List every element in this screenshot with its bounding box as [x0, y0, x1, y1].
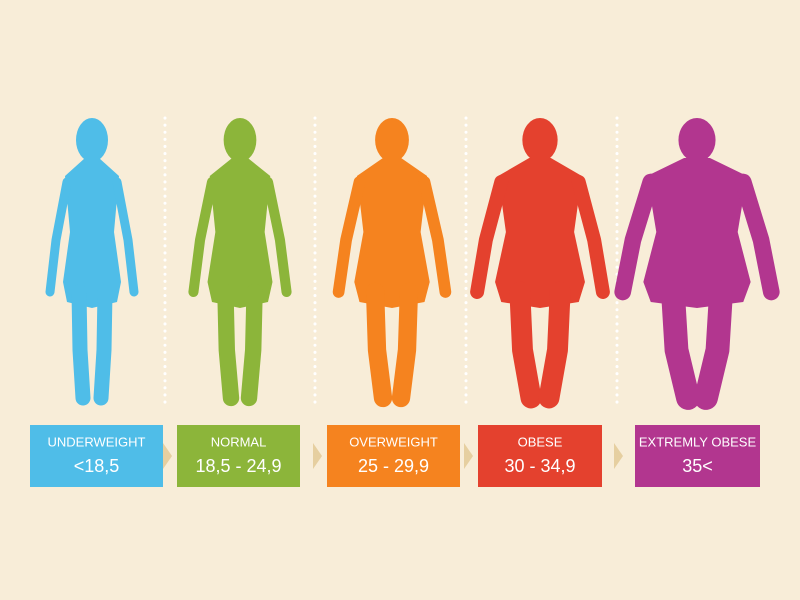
category-box — [30, 425, 163, 487]
head — [76, 118, 108, 162]
silhouette — [470, 118, 610, 409]
leg — [661, 280, 700, 410]
head — [678, 118, 716, 162]
silhouette — [45, 118, 139, 406]
arm — [614, 173, 660, 301]
arm — [332, 176, 366, 298]
leg — [391, 282, 419, 408]
arm — [188, 176, 218, 298]
category-box — [177, 425, 300, 487]
leg — [365, 282, 393, 408]
arrows — [163, 443, 623, 469]
bmi-range: 25 - 29,9 — [358, 456, 429, 476]
silhouette — [332, 118, 452, 408]
category-label: UNDERWEIGHT — [48, 434, 146, 449]
silhouette — [188, 118, 292, 407]
category-box — [327, 425, 460, 487]
bmi-range: 35< — [682, 456, 713, 476]
torso — [643, 158, 751, 308]
head — [223, 118, 257, 162]
category-box — [635, 425, 760, 487]
arrow — [163, 443, 172, 469]
leg — [71, 284, 91, 406]
leg — [93, 284, 113, 406]
head — [375, 118, 409, 162]
category-label: NORMAL — [211, 434, 267, 449]
arm — [112, 177, 139, 297]
arrow — [313, 443, 322, 469]
arm — [262, 176, 292, 298]
arm — [571, 175, 610, 299]
leg — [217, 283, 240, 407]
arm — [734, 173, 780, 301]
category-label: OBESE — [518, 434, 563, 449]
torso — [207, 158, 273, 308]
bmi-range: 18,5 - 24,9 — [195, 456, 281, 476]
arrow — [614, 443, 623, 469]
silhouette — [614, 118, 780, 410]
bmi-range: 30 - 34,9 — [504, 456, 575, 476]
torso — [63, 158, 121, 308]
arrow — [464, 443, 473, 469]
category-box — [478, 425, 602, 487]
category-label: EXTREMLY OBESE — [639, 434, 757, 449]
leg — [509, 281, 542, 409]
head — [522, 118, 558, 162]
torso — [354, 158, 430, 308]
leg — [538, 281, 571, 409]
arm — [45, 177, 72, 297]
category-label: OVERWEIGHT — [349, 434, 438, 449]
leg — [694, 280, 733, 410]
torso — [495, 158, 585, 308]
bmi-range: <18,5 — [74, 456, 120, 476]
arm — [470, 175, 509, 299]
arm — [418, 176, 452, 298]
leg — [240, 283, 263, 407]
